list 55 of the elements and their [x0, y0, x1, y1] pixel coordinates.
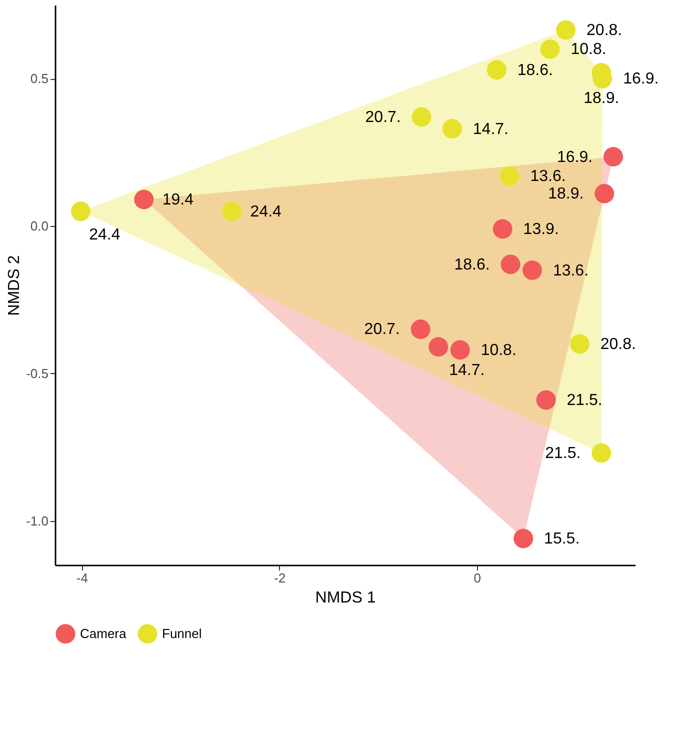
point: [486, 60, 506, 80]
point: [70, 202, 90, 222]
point: [500, 254, 520, 274]
point: [570, 334, 590, 354]
point: [410, 319, 430, 339]
annotation: 20.8.: [586, 22, 622, 40]
y-tick-label: 0.0: [30, 218, 48, 234]
annotation: 10.8.: [570, 41, 606, 58]
annotation: 18.9.: [584, 90, 620, 107]
annotation: 18.6.: [517, 62, 553, 79]
x-tick-label: -2: [274, 570, 286, 586]
annotation: 16.9.: [556, 148, 593, 166]
point: [540, 39, 560, 59]
annotation: 13.6.: [552, 262, 589, 280]
point: [134, 190, 154, 210]
annotation: 16.9.: [623, 70, 659, 88]
annotation: 20.8.: [600, 336, 636, 353]
point: [492, 219, 512, 239]
x-tick-label: -4: [76, 570, 88, 586]
annotation: 21.5.: [566, 392, 602, 409]
annotation: 21.5.: [545, 445, 581, 462]
x-tick-label: 0: [474, 570, 482, 586]
point: [522, 260, 542, 280]
annotation: 20.7.: [364, 321, 400, 338]
point: [222, 202, 242, 222]
y-tick-label: -1.0: [26, 513, 48, 528]
point: [536, 390, 556, 410]
annotation: 18.9.: [548, 186, 584, 203]
point: [604, 147, 624, 167]
annotation: 13.9.: [523, 221, 559, 238]
point: [442, 119, 462, 139]
point: [556, 20, 576, 40]
point: [594, 184, 614, 204]
annotation: 14.7.: [472, 120, 509, 138]
annotation: 19.4: [162, 192, 194, 209]
point: [450, 340, 470, 360]
annotation: 20.7.: [365, 109, 401, 126]
annotation: 15.5.: [544, 530, 580, 548]
annotation: 13.6.: [530, 168, 566, 185]
point: [514, 528, 534, 548]
legend-label: Camera: [80, 626, 128, 641]
y-tick-label: 0.5: [30, 71, 48, 86]
annotation: 14.7.: [449, 362, 485, 379]
annotation: 24.4: [89, 226, 120, 244]
point: [500, 166, 520, 186]
point: [592, 443, 612, 463]
x-axis-title: NMDS 1: [315, 590, 376, 606]
y-axis-title: NMDS 2: [6, 255, 24, 316]
point: [412, 107, 432, 127]
legend-label: Funnel: [162, 626, 202, 641]
y-tick-label: -0.5: [26, 366, 48, 381]
annotation: 24.4: [250, 203, 282, 220]
annotation: 10.8.: [480, 342, 516, 359]
point: [428, 337, 448, 357]
annotation: 18.6.: [454, 256, 490, 274]
